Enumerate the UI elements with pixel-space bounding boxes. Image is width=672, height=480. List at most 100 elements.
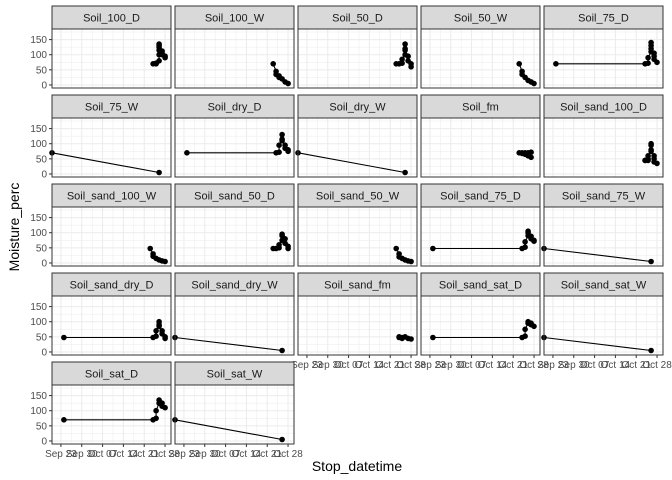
x-axis-title: Stop_datetime [312,458,402,474]
y-tick-label: 50 [36,65,48,76]
facet-panel: Soil_dry_W [295,94,418,178]
panel-border [174,28,295,89]
panel-background [544,118,663,177]
panel-border [51,295,172,356]
x-tick-label: Oct 21 [498,360,528,371]
series-line [174,336,283,352]
facet-panel: Soil_dry_D [174,94,295,178]
y-tick-label: 100 [30,139,47,150]
data-point [153,333,159,340]
x-tick-label: Oct 21 [621,360,651,371]
y-tick-label: 100 [30,228,47,239]
facet-panel: Soil_75_D [543,5,664,89]
data-point [285,245,291,252]
panel-border [297,117,418,178]
facet-panel: Soil_75_W 0 50 100 150 [30,94,172,180]
panel-border [174,295,295,356]
y-tick-label: 50 [36,332,48,343]
y-tick-label: 150 [30,391,47,402]
facet-panel: Soil_sand_50_W [297,183,418,267]
data-point [402,41,408,47]
facet-label: Soil_sat_W [207,369,263,381]
panel-background [421,118,540,177]
data-point [279,231,285,237]
facet-label: Soil_dry_W [329,102,386,114]
data-point [531,80,537,87]
data-point [393,245,400,252]
facet-panel: Soil_sand_dry_D 0 50 100 150 [30,272,172,358]
data-point [162,404,168,411]
x-tick-label: Oct 14 [232,449,262,460]
data-point [61,334,67,341]
panel-background [421,207,540,266]
panel-background [175,385,294,444]
x-tick-label: Sep 30 [312,360,344,371]
facet-label: Soil_dry_D [208,102,262,114]
data-point [430,245,436,252]
x-tick-label: Oct 21 [375,360,405,371]
data-point [531,238,537,244]
data-point [402,169,408,176]
data-point [153,407,159,414]
data-point [645,54,651,61]
x-tick-label: Oct 28 [150,449,180,460]
panel-background [544,207,663,266]
data-point [399,60,405,66]
data-point [184,150,190,156]
data-point [648,39,654,46]
facet-panel: Soil_100_W [174,5,295,89]
facet-panel: Soil_sand_dry_W [172,272,295,356]
facet-label: Soil_sand_75_D [440,191,521,203]
data-point [156,318,162,325]
facet-panel: Soil_sand_100_W 0 50 100 150 [30,183,172,269]
panel-border [420,295,541,356]
facet-panel: Soil_50_D [297,5,418,89]
data-point [153,328,159,334]
panel-border [420,28,541,89]
data-point [648,140,654,147]
data-point [282,236,288,242]
data-point [162,54,168,61]
facet-label: Soil_50_W [454,13,508,25]
panels-layer: Soil_100_D 0 50 100 150 Soil_100_W Soil_50_D So… [30,5,672,460]
panel-border [174,117,295,178]
panel-border [420,117,541,178]
y-tick-label: 100 [30,317,47,328]
panel-border [543,295,664,356]
facet-label: Soil_sand_dry_D [70,280,154,292]
data-point [645,60,651,66]
facet-label: Soil_fm [462,102,499,114]
facet-panel: Soil_100_D 0 50 100 150 [30,5,172,91]
data-point [399,56,405,63]
panel-background [52,118,171,177]
data-point [528,154,534,161]
panel-background [298,29,417,88]
data-point [648,45,654,52]
panel-background [544,29,663,88]
panel-background [175,207,294,266]
data-point [408,64,414,70]
facet-label: Soil_50_D [332,13,383,25]
panel-border [174,206,295,267]
panel-background [421,296,540,355]
panel-border [543,206,664,267]
facet-label: Soil_sat_D [85,369,138,381]
facet-panel: Soil_sand_75_D [420,183,541,267]
data-point [153,415,159,422]
panel-background [175,29,294,88]
data-point [156,169,162,176]
facet-panel: Soil_50_W [420,5,541,89]
data-point [648,347,654,354]
data-point [279,436,285,443]
data-point [147,245,153,252]
panel-background [52,29,171,88]
facet-label: Soil_sand_dry_W [191,280,278,292]
y-tick-label: 50 [36,154,48,165]
panel-border [543,28,664,89]
data-point [522,326,528,333]
panel-border [51,206,172,267]
y-tick-label: 100 [30,50,47,61]
